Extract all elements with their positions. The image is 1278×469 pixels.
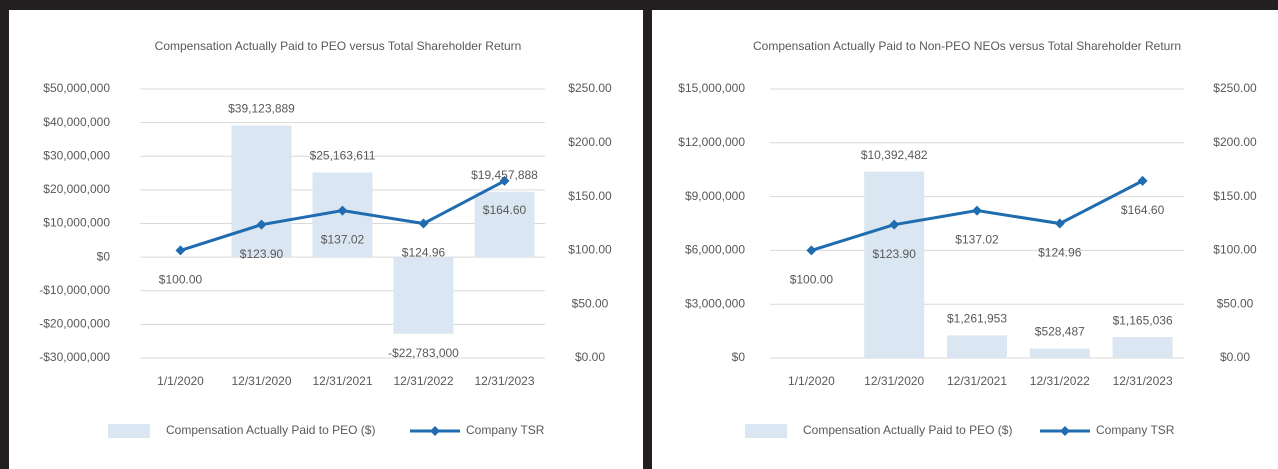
x-tick-label: 12/31/2022 [1030, 374, 1090, 388]
marker [972, 205, 982, 216]
y-tick-label: -$30,000,000 [39, 350, 110, 364]
legend-label: Company TSR [466, 423, 545, 437]
y-tick-label: $50,000,000 [43, 81, 110, 95]
data-label: $100.00 [790, 273, 834, 287]
y-tick-label: $40,000,000 [43, 115, 110, 129]
data-label: $123.90 [240, 247, 284, 261]
chart-title: Compensation Actually Paid to PEO versus… [155, 39, 522, 53]
bar [231, 125, 292, 258]
marker [337, 205, 348, 216]
marker [1137, 175, 1148, 186]
data-label: $25,163,611 [310, 149, 376, 163]
y-tick-label: $0 [97, 249, 111, 263]
bar [1029, 348, 1090, 358]
x-tick-label: 12/31/2021 [947, 374, 1007, 388]
data-label: $124.96 [1038, 246, 1082, 260]
bar [1112, 337, 1173, 358]
data-label: $39,123,889 [228, 102, 295, 116]
y-tick-label: $9,000,000 [685, 189, 745, 203]
data-label: $100.00 [159, 273, 203, 287]
data-label: $1,261,953 [947, 312, 1007, 326]
y2-tick-label: $250.00 [568, 81, 612, 95]
x-tick-label: 12/31/2023 [474, 374, 534, 388]
data-label: $137.02 [321, 233, 365, 247]
legend-swatch [745, 424, 787, 438]
y2-tick-label: $100.00 [568, 243, 612, 257]
y-tick-label: $6,000,000 [685, 243, 745, 257]
legend-swatch [108, 424, 150, 438]
y-tick-label: $3,000,000 [685, 296, 745, 310]
data-label: $10,392,482 [861, 148, 928, 162]
data-label: $164.60 [1121, 203, 1165, 217]
y-tick-label: $12,000,000 [678, 135, 745, 149]
y-tick-label: $10,000,000 [43, 216, 110, 230]
marker [418, 218, 429, 229]
legend-label: Compensation Actually Paid to PEO ($) [803, 423, 1012, 437]
data-label: $123.90 [873, 247, 917, 261]
y2-tick-label: $150.00 [568, 189, 612, 203]
chart-title: Compensation Actually Paid to Non-PEO NE… [753, 39, 1181, 53]
data-label: $164.60 [483, 203, 527, 217]
marker [1054, 218, 1065, 229]
marker [256, 219, 267, 230]
y2-tick-label: $100.00 [1213, 243, 1257, 257]
y2-tick-label: $0.00 [575, 350, 605, 364]
y-tick-label: $0 [732, 350, 746, 364]
data-label: $528,487 [1035, 325, 1085, 339]
y2-tick-label: $200.00 [568, 135, 612, 149]
legend-label: Company TSR [1096, 423, 1175, 437]
x-tick-label: 1/1/2020 [788, 374, 835, 388]
data-label: $19,457,888 [471, 168, 538, 182]
y2-tick-label: $50.00 [572, 296, 609, 310]
bar [947, 335, 1007, 358]
y2-tick-label: $200.00 [1213, 135, 1257, 149]
y2-tick-label: $50.00 [1217, 296, 1254, 310]
y-tick-label: -$20,000,000 [39, 317, 110, 331]
x-tick-label: 1/1/2020 [157, 374, 204, 388]
data-label: $1,165,036 [1113, 313, 1173, 327]
y-tick-label: -$10,000,000 [39, 283, 110, 297]
bar [393, 257, 454, 334]
y-tick-label: $15,000,000 [678, 81, 745, 95]
x-tick-label: 12/31/2020 [864, 374, 924, 388]
marker [499, 175, 510, 186]
x-tick-label: 12/31/2023 [1113, 374, 1173, 388]
marker [806, 245, 817, 256]
data-label: -$22,783,000 [388, 346, 459, 360]
marker [889, 219, 900, 230]
legend-marker [1060, 426, 1070, 436]
y-tick-label: $20,000,000 [43, 182, 110, 196]
bar [864, 171, 925, 358]
panel [652, 10, 1278, 469]
y2-tick-label: $0.00 [1220, 350, 1250, 364]
legend-marker [430, 426, 440, 436]
y2-tick-label: $250.00 [1213, 81, 1257, 95]
y2-tick-label: $150.00 [1213, 189, 1257, 203]
y-tick-label: $30,000,000 [43, 148, 110, 162]
marker [175, 245, 186, 256]
x-tick-label: 12/31/2021 [312, 374, 372, 388]
data-label: $137.02 [955, 233, 999, 247]
x-tick-label: 12/31/2020 [231, 374, 291, 388]
x-tick-label: 12/31/2022 [393, 374, 453, 388]
bar [474, 191, 535, 258]
legend-label: Compensation Actually Paid to PEO ($) [166, 423, 375, 437]
data-label: $124.96 [402, 246, 446, 260]
